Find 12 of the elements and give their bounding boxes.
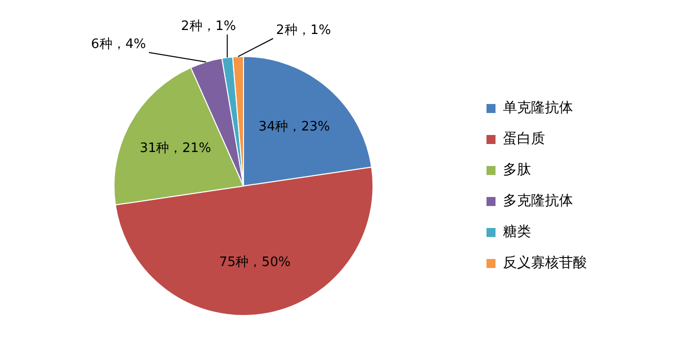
- legend-label: 蛋白质: [503, 131, 545, 148]
- legend-label: 多肽: [503, 162, 531, 178]
- data-label: 2种，1%: [276, 22, 331, 38]
- legend-label: 反义寡核苷酸: [503, 255, 587, 272]
- data-label: 6种，4%: [91, 36, 146, 52]
- legend-label: 单克隆抗体: [503, 100, 573, 116]
- legend-label: 多克隆抗体: [503, 193, 573, 210]
- data-label: 75种，50%: [219, 255, 291, 270]
- data-label: 31种，21%: [140, 140, 212, 156]
- data-label: 34种，23%: [258, 120, 330, 135]
- data-label: 2种，1%: [181, 18, 236, 34]
- legend-label: 糖类: [503, 224, 531, 240]
